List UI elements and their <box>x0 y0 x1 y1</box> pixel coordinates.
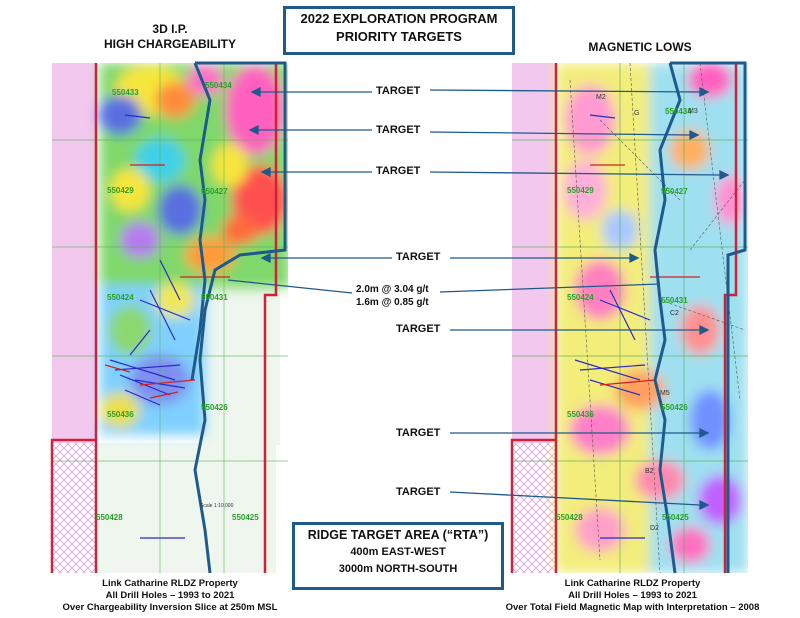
target-label: TARGET <box>396 427 441 439</box>
rta-line2: 400m EAST-WEST <box>350 546 446 558</box>
claim-label: 550428 <box>96 513 123 522</box>
interp-label: M5 <box>660 390 670 397</box>
left-heading-line1: 3D I.P. <box>152 22 188 36</box>
claim-label: 550425 <box>232 513 259 522</box>
claim-label: 550428 <box>556 513 583 522</box>
rta-line3: 3000m NORTH-SOUTH <box>338 563 458 575</box>
target-label: TARGET <box>396 486 441 498</box>
right-magnetic-map <box>512 63 748 573</box>
claim-label: 550424 <box>107 293 134 302</box>
interp-label: B2 <box>645 468 654 475</box>
target-label: TARGET <box>376 124 421 136</box>
title-line2: PRIORITY TARGETS <box>336 29 462 44</box>
claim-label: 550433 <box>112 88 139 97</box>
intercept-line1: 2.0m @ 3.04 g/t <box>356 284 429 295</box>
scale-label: Scale 1:10,000 <box>200 503 234 509</box>
claim-label: 550429 <box>107 186 134 195</box>
left-property-boundary <box>50 63 98 573</box>
claim-label: 550427 <box>661 187 688 196</box>
right-property-boundary <box>510 63 558 573</box>
left-heading: 3D I.P. HIGH CHARGEABILITY <box>95 22 245 52</box>
left-rta-outline <box>193 61 287 574</box>
target-label: TARGET <box>396 323 441 335</box>
interp-label: G <box>634 110 640 117</box>
left-caption-line2: All Drill Holes – 1993 to 2021 <box>105 590 235 601</box>
claim-label: 550426 <box>201 403 228 412</box>
right-heading: MAGNETIC LOWS <box>588 40 692 54</box>
left-chargeability-map <box>52 63 288 573</box>
claim-label: 550424 <box>567 293 594 302</box>
claim-label: 550436 <box>107 410 134 419</box>
interp-label: C2 <box>670 310 679 317</box>
claim-label: 550436 <box>567 410 594 419</box>
claim-label: 550425 <box>662 513 689 522</box>
intercept-line2: 1.6m @ 0.85 g/t <box>356 297 429 308</box>
right-caption: Link Catharine RLDZ Property All Drill H… <box>470 578 795 614</box>
interp-label: D2 <box>650 525 659 532</box>
drill-intercepts: 2.0m @ 3.04 g/t 1.6m @ 0.85 g/t <box>356 283 429 309</box>
left-caption-line3: Over Chargeability Inversion Slice at 25… <box>62 602 278 613</box>
right-caption-line3: Over Total Field Magnetic Map with Inter… <box>505 602 760 613</box>
interp-label: M3 <box>688 108 698 115</box>
target-label: TARGET <box>376 85 421 97</box>
claim-label: 550434 <box>205 81 232 90</box>
target-label: TARGET <box>396 251 441 263</box>
claim-label: 550427 <box>201 187 228 196</box>
target-label: TARGET <box>376 165 421 177</box>
right-rta-outline <box>653 61 747 574</box>
right-caption-line2: All Drill Holes – 1993 to 2021 <box>568 590 697 601</box>
claim-label: 550431 <box>661 296 688 305</box>
target-arrows <box>227 86 730 511</box>
left-caption: Link Catharine RLDZ Property All Drill H… <box>20 578 320 614</box>
rta-box: RIDGE TARGET AREA (“RTA”) 400m EAST-WEST… <box>292 522 504 590</box>
left-heading-line2: HIGH CHARGEABILITY <box>104 37 236 51</box>
interp-label: M2 <box>596 94 606 101</box>
title-line1: 2022 EXPLORATION PROGRAM <box>300 11 498 26</box>
claim-label: 550429 <box>567 186 594 195</box>
left-caption-line1: Link Catharine RLDZ Property <box>102 578 238 589</box>
claim-label: 550431 <box>201 293 228 302</box>
right-caption-line1: Link Catharine RLDZ Property <box>564 578 701 589</box>
rta-line1: RIDGE TARGET AREA (“RTA”) <box>307 528 489 542</box>
claim-label: 550426 <box>661 403 688 412</box>
claim-label: 550434 <box>665 107 692 116</box>
page-title: 2022 EXPLORATION PROGRAM PRIORITY TARGET… <box>283 6 515 55</box>
